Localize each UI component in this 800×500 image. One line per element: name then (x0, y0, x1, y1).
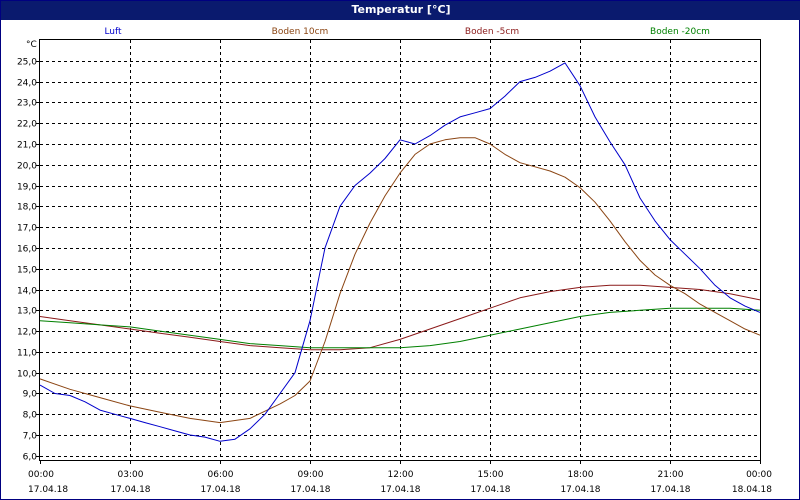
y-tick-label: 15,0 (17, 266, 37, 276)
y-tick-label: 22,0 (17, 120, 37, 130)
x-tick-time-label: 21:00 (658, 470, 684, 480)
legend-entry: Boden -5cm (465, 27, 519, 37)
series-line-boden-10cm (39, 137, 761, 424)
y-tick-label: 17,0 (17, 224, 37, 234)
x-tick-date-label: 18.04.18 (732, 485, 772, 495)
x-tick-time-label: 12:00 (388, 470, 414, 480)
legend-entry: Boden 10cm (272, 27, 329, 37)
x-tick-date-label: 17.04.18 (28, 485, 68, 495)
y-tick-label: 10,0 (17, 370, 37, 380)
y-tick-label: 13,0 (17, 307, 37, 317)
y-tick-label: 12,0 (17, 328, 37, 338)
series-lines (39, 62, 761, 442)
x-tick-date-label: 17.04.18 (650, 485, 690, 495)
y-tick-label: 11,0 (17, 349, 37, 359)
series-line-boden-5cm (39, 284, 761, 351)
x-tick-time-label: 09:00 (298, 470, 324, 480)
y-tick-label: 25,0 (17, 58, 37, 68)
x-tick-time-label: 18:00 (568, 470, 594, 480)
y-tick-label: 6,0 (23, 453, 38, 463)
y-tick-label: 9,0 (23, 390, 38, 400)
y-axis-ticks: 6,0 7,0 8,0 9,0 10,0 11,0 12,0 13,0 14,0 15,0 16,0… (17, 58, 40, 463)
x-tick-date-label: 17.04.18 (560, 485, 600, 495)
y-tick-label: 8,0 (23, 411, 38, 421)
series-line-luft (39, 62, 761, 442)
x-tick-date-label: 17.04.18 (290, 485, 330, 495)
chart-title: Temperatur [°C] (1, 1, 800, 20)
y-tick-label: 18,0 (17, 203, 37, 213)
grid (40, 40, 760, 460)
y-tick-label: 23,0 (17, 99, 37, 109)
legend-entry: Boden -20cm (650, 27, 710, 37)
legend-entry: Luft (104, 27, 122, 37)
x-tick-time-label: 06:00 (208, 470, 234, 480)
x-tick-time-label: 15:00 (478, 470, 504, 480)
x-tick-date-label: 17.04.18 (200, 485, 240, 495)
y-tick-label: 7,0 (23, 432, 38, 442)
y-tick-label: 21,0 (17, 141, 37, 151)
legend: Luft Boden 10cm Boden -5cm Boden -20cm (104, 27, 710, 37)
y-tick-label: 16,0 (17, 245, 37, 255)
y-tick-label: 19,0 (17, 183, 37, 193)
y-tick-label: 20,0 (17, 162, 37, 172)
y-tick-label: 14,0 (17, 287, 37, 297)
x-axis-ticks: 00:00 17.04.18 03:00 17.04.18 06:00 17.04.18 0… (28, 460, 772, 495)
x-tick-time-label: 03:00 (118, 470, 144, 480)
x-tick-date-label: 17.04.18 (470, 485, 510, 495)
x-tick-date-label: 17.04.18 (110, 485, 150, 495)
x-tick-time-label: 00:00 (746, 470, 772, 480)
y-axis-unit-label: °C (26, 40, 37, 50)
x-tick-time-label: 00:00 (28, 470, 54, 480)
x-tick-date-label: 17.04.18 (380, 485, 420, 495)
series-line-boden-20cm (39, 307, 761, 349)
y-tick-label: 24,0 (17, 79, 37, 89)
